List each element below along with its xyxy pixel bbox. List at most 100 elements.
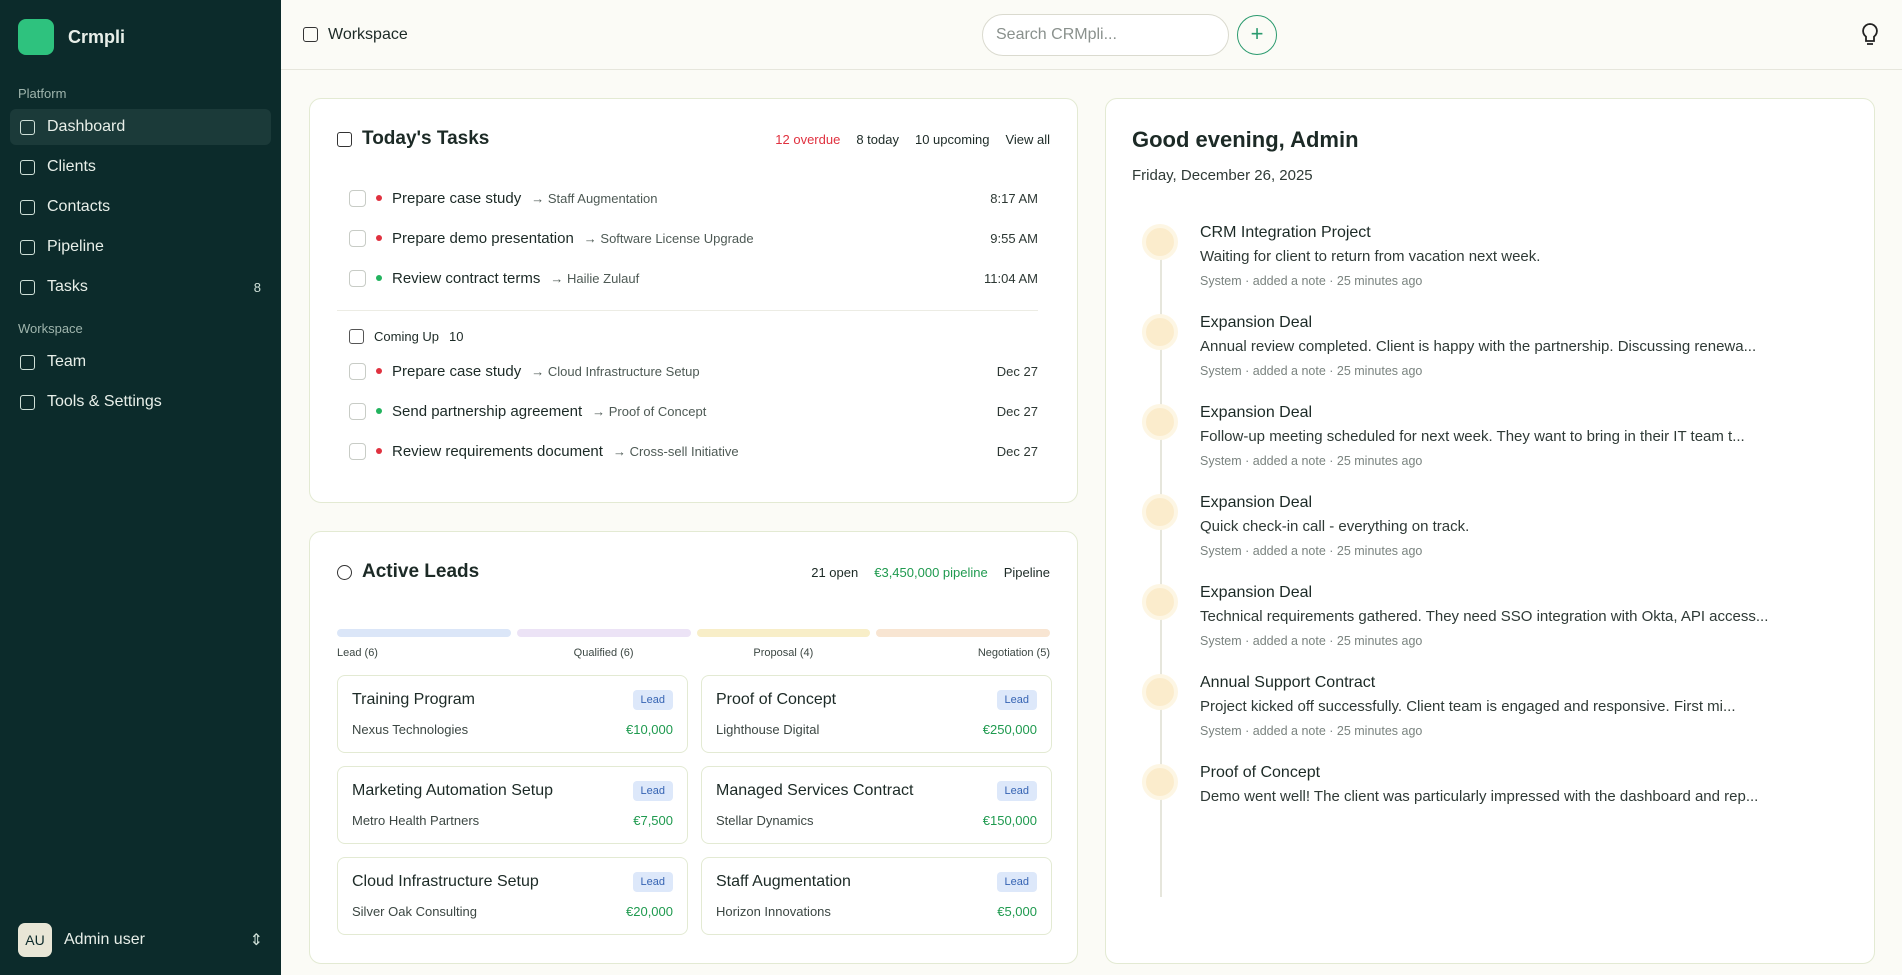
nav-item[interactable]: Pipeline [10,229,271,265]
note-icon [1142,314,1178,350]
breadcrumb[interactable]: Workspace [303,26,408,44]
coming-up: Coming Up 10 [337,321,1050,351]
activity-meta: System · added a note · 25 minutes ago [1200,364,1423,378]
task-related: → Cross-sell Initiative [612,443,739,459]
tasks-title: Today's Tasks [337,128,489,150]
tasks-card: Today's Tasks 12 overdue 8 today 10 upco… [309,98,1078,503]
activity-note: Technical requirements gathered. They ne… [1200,608,1769,625]
upcoming[interactable]: 10 upcoming [914,131,990,147]
priority-dot [376,275,382,281]
note-icon [1142,674,1178,710]
lead-tag: Lead [996,690,1037,710]
nav-label: Tasks [47,278,88,295]
task-title[interactable]: Prepare case study [392,362,522,380]
user-name: Admin user [64,931,145,948]
task-title[interactable]: Review contract terms [392,269,541,287]
checkbox[interactable] [349,362,366,380]
note-icon [1142,764,1178,800]
priority-dot [376,235,382,241]
stage: Negotiation (5) [876,629,1050,659]
view-all[interactable]: View all [1005,131,1050,147]
nav-icon [20,394,35,410]
greeting: Good evening, Admin [1132,127,1359,152]
nav-icon [20,119,35,135]
lead-value: €20,000 [626,904,673,919]
open-count: 21 open [811,564,859,580]
lead-card[interactable]: Marketing Automation Setup Lead Metro Heal… [337,766,688,844]
timeline [1160,249,1162,897]
task-time: 11:04 AM [984,270,1038,286]
task-title[interactable]: Prepare case study [392,189,522,207]
priority-dot [376,195,382,201]
note-icon [1142,584,1178,620]
lead-card[interactable]: Cloud Infrastructure Setup Lead Silver Oak… [337,857,688,935]
nav-label: Clients [47,158,96,175]
activity-title: Annual Support Contract [1200,674,1376,691]
activity-title: Proof of Concept [1200,764,1321,781]
topbar: Workspace Search CRMpli... + [281,0,1902,70]
today[interactable]: 8 today [856,131,899,147]
note-icon [1142,404,1178,440]
nav-label: Team [47,353,87,370]
stage: Proposal (4) [696,629,871,659]
activity-title: CRM Integration Project [1200,224,1371,241]
pipeline-link[interactable]: Pipeline [1003,564,1050,580]
search[interactable]: Search CRMpli... [982,14,1229,56]
title: Active Leads [362,561,480,582]
checkbox[interactable] [349,269,366,287]
task-title[interactable]: Prepare demo presentation [392,229,574,247]
nav-item[interactable]: Dashboard [10,109,271,145]
lead-tag: Lead [996,872,1037,892]
lead-value: €150,000 [982,813,1037,828]
nav-label: Dashboard [47,118,126,135]
checkbox[interactable] [349,189,366,207]
add-button[interactable]: + [1237,15,1277,55]
nav-item[interactable]: Clients [10,149,271,185]
checkbox[interactable] [349,402,366,420]
lead-bottom: Stellar Dynamics €150,000 [716,813,1037,828]
nav-item[interactable]: Team [10,344,271,380]
lead-value: €250,000 [982,722,1037,737]
nav-icon [20,279,35,295]
search-placeholder: Search CRMpli... [996,26,1117,43]
lead-card[interactable]: Managed Services Contract Lead Stellar Dyn… [701,766,1052,844]
priority-dot [376,368,382,374]
overdue[interactable]: 12 overdue [775,131,841,147]
task-time: Dec 27 [996,363,1038,379]
lead-bottom: Lighthouse Digital €250,000 [716,722,1037,737]
lead-card[interactable]: Proof of Concept Lead Lighthouse Digital €2… [701,675,1052,753]
lead-value: €10,000 [626,722,673,737]
chevron: ⇕ [249,932,263,949]
activity-meta: System · added a note · 25 minutes ago [1200,544,1423,558]
lead-top: Staff Augmentation Lead [716,872,1037,892]
lead-card[interactable]: Training Program Lead Nexus Technologies €1… [337,675,688,753]
stage-label: Qualified (6) [573,647,634,659]
user-menu[interactable]: AU Admin user ⇕ [18,923,263,957]
nav-item[interactable]: Tasks 8 [10,269,271,305]
note-icon [1142,494,1178,530]
date: Friday, December 26, 2025 [1132,167,1313,184]
checkbox[interactable] [349,442,366,460]
activity-card: Good evening, Admin Friday, December 26,… [1105,98,1875,964]
tasks-header: Today's Tasks 12 overdue 8 today 10 upco… [337,119,1050,159]
task-title[interactable]: Review requirements document [392,442,603,460]
task-title[interactable]: Send partnership agreement [392,402,583,420]
stages: Lead (6) Qualified (6) Proposal (4) Negotia… [337,629,1050,659]
lead-card[interactable]: Staff Augmentation Lead Horizon Innovation… [701,857,1052,935]
nav-item[interactable]: Tools & Settings [10,384,271,420]
leads-title: Active Leads [337,561,479,583]
related-text: Cross-sell Initiative [629,443,739,459]
icon [337,131,352,147]
task-row: Prepare case study → Cloud Infrastructure… [337,351,1050,391]
nav-item[interactable]: Contacts [10,189,271,225]
checkbox[interactable] [349,229,366,247]
task-list: Prepare case study → Staff Augmentation 8:… [337,178,1050,471]
logo [18,19,54,55]
lead-bottom: Silver Oak Consulting €20,000 [352,904,673,919]
nav: Platform Dashboard Clients Contacts Pipeline… [0,70,281,424]
priority-dot [376,408,382,414]
section-label: Workspace [18,321,83,336]
activity-title: Expansion Deal [1200,584,1313,601]
task-related: → Hailie Zulauf [550,270,640,286]
tip-icon[interactable] [1860,22,1880,48]
